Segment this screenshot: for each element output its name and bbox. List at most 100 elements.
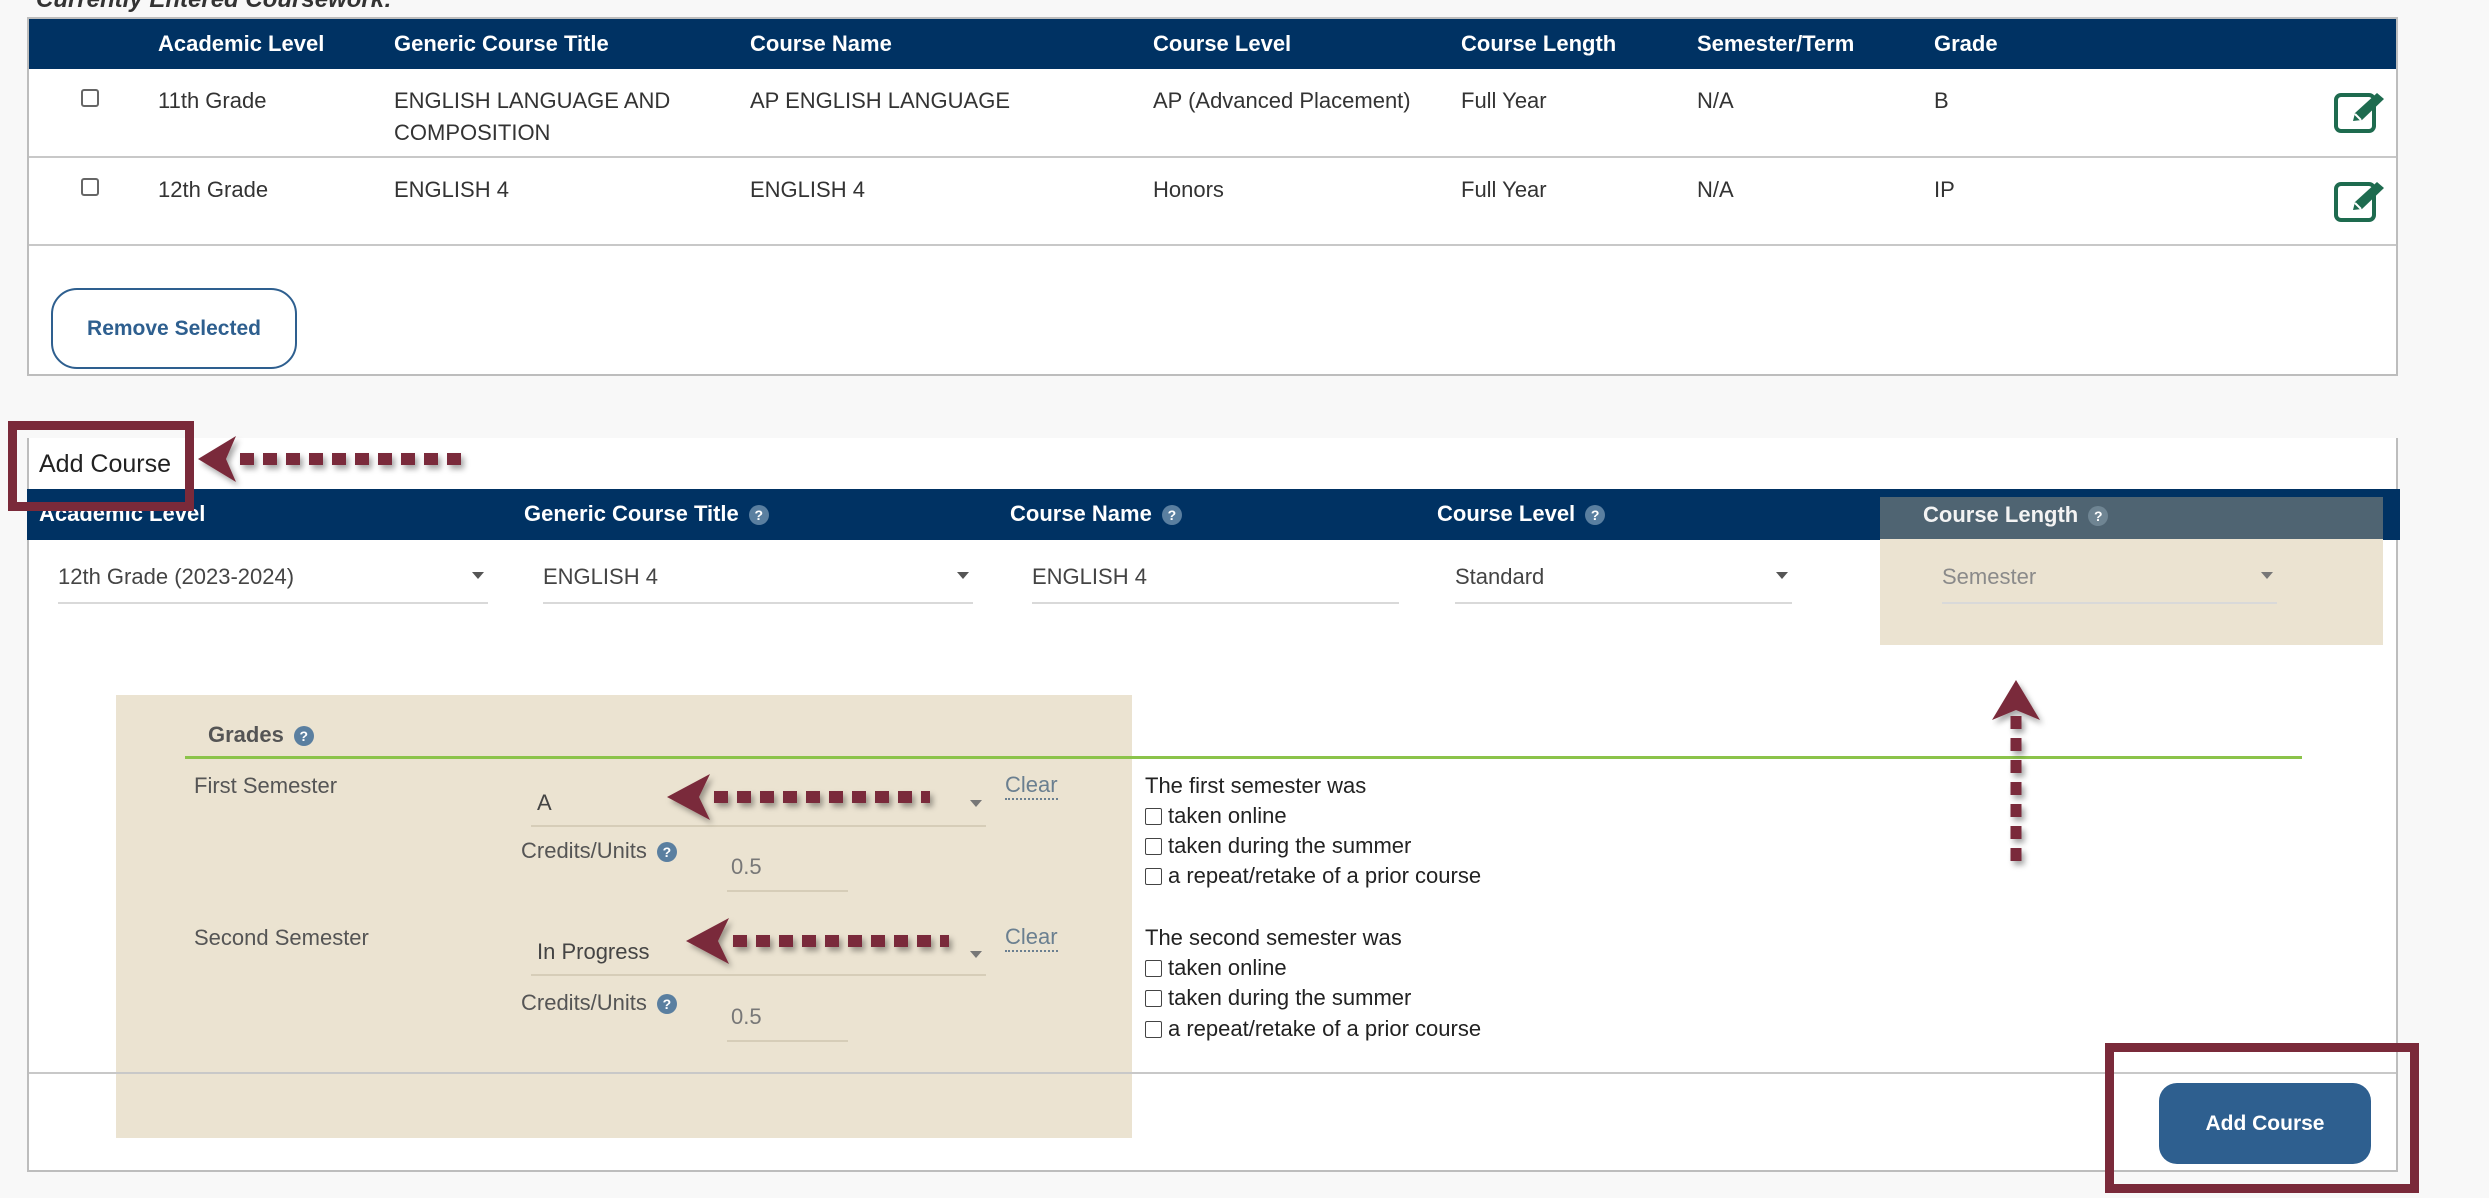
caret-down-icon — [1776, 572, 1788, 579]
caret-down-icon — [970, 951, 982, 958]
arrow-left-icon — [198, 436, 462, 482]
first-credits-value: 0.5 — [731, 854, 762, 879]
col-semester-term: Semester/Term — [1697, 31, 1855, 56]
checkbox[interactable] — [1145, 959, 1162, 977]
second-grade-value: In Progress — [537, 939, 650, 964]
help-icon[interactable]: ? — [2088, 506, 2109, 527]
row-checkbox[interactable] — [81, 178, 99, 196]
option-label: a repeat/retake of a prior course — [1168, 863, 1482, 888]
second-semester-grade-select[interactable]: In Progress — [531, 927, 986, 976]
grades-highlight — [116, 695, 1132, 1138]
table-row: 11th Grade ENGLISH LANGUAGE AND COMPOSIT… — [29, 69, 2396, 158]
cell-generic-title: ENGLISH LANGUAGE AND COMPOSITION — [394, 88, 671, 145]
edit-icon[interactable] — [2333, 178, 2389, 224]
second-semester-intro: The second semester was — [1145, 925, 1402, 950]
grades-title: Grades? — [208, 722, 314, 748]
generic-title-select[interactable]: ENGLISH 4 — [543, 556, 973, 604]
first-summer-checkbox[interactable]: taken during the summer — [1145, 833, 1411, 859]
second-credits-label: Credits/Units? — [521, 990, 677, 1016]
col-generic-title: Generic Course Title — [524, 501, 739, 526]
course-level-select[interactable]: Standard — [1455, 556, 1792, 604]
course-length-value: Semester — [1942, 564, 2037, 589]
annotation-box-button — [2105, 1043, 2419, 1193]
coursework-caption: Currently Entered Coursework: — [36, 0, 392, 14]
checkbox[interactable] — [1145, 1020, 1162, 1038]
grades-divider — [185, 756, 2302, 759]
checkbox[interactable] — [1145, 867, 1162, 885]
cell-grade: IP — [1934, 177, 1955, 202]
help-icon[interactable]: ? — [656, 842, 677, 863]
cell-academic-level: 12th Grade — [158, 177, 269, 202]
cell-course-name: ENGLISH 4 — [750, 177, 865, 202]
first-semester-label: First Semester — [194, 773, 338, 798]
first-credits-label: Credits/Units? — [521, 838, 677, 864]
second-summer-checkbox[interactable]: taken during the summer — [1145, 985, 1411, 1011]
option-label: taken during the summer — [1168, 833, 1412, 858]
course-name-value: ENGLISH 4 — [1032, 564, 1147, 589]
col-academic-level: Academic Level — [158, 31, 325, 56]
academic-level-select[interactable]: 12th Grade (2023-2024) — [58, 556, 488, 604]
col-course-name: Course Name — [1010, 501, 1152, 526]
table-row: 12th Grade ENGLISH 4 ENGLISH 4 Honors Fu… — [29, 158, 2396, 246]
help-icon[interactable]: ? — [656, 994, 677, 1015]
coursework-table: Academic Level Generic Course Title Cour… — [27, 17, 2398, 376]
add-course-button[interactable]: Add Course — [2159, 1083, 2371, 1164]
col-course-length: Course Length — [1461, 31, 1617, 56]
course-length-select[interactable]: Semester — [1942, 556, 2277, 604]
second-credits-input[interactable]: 0.5 — [727, 994, 848, 1042]
section-divider — [29, 1072, 2396, 1074]
grades-label: Grades — [208, 722, 284, 747]
second-online-checkbox[interactable]: taken online — [1145, 955, 1287, 981]
checkbox[interactable] — [1145, 807, 1162, 825]
checkbox[interactable] — [1145, 837, 1162, 855]
course-level-value: Standard — [1455, 564, 1545, 589]
first-online-checkbox[interactable]: taken online — [1145, 803, 1287, 829]
arrow-up-icon — [1992, 680, 2040, 870]
caret-down-icon — [970, 800, 982, 807]
checkbox[interactable] — [1145, 989, 1162, 1007]
col-grade: Grade — [1934, 31, 1998, 56]
second-credits-value: 0.5 — [731, 1004, 762, 1029]
remove-selected-button[interactable]: Remove Selected — [51, 288, 297, 369]
cell-term: N/A — [1697, 177, 1734, 202]
arrow-left-icon — [667, 774, 930, 820]
second-clear-link[interactable]: Clear — [1005, 924, 1058, 952]
second-repeat-checkbox[interactable]: a repeat/retake of a prior course — [1145, 1016, 1481, 1042]
credits-text: Credits/Units — [521, 838, 647, 863]
help-icon[interactable]: ? — [748, 505, 769, 526]
first-repeat-checkbox[interactable]: a repeat/retake of a prior course — [1145, 863, 1481, 889]
cell-academic-level: 11th Grade — [158, 88, 267, 113]
cell-course-length: Full Year — [1461, 88, 1547, 113]
academic-level-value: 12th Grade (2023-2024) — [58, 564, 295, 589]
cell-term: N/A — [1697, 88, 1734, 113]
col-course-level: Course Level — [1153, 31, 1292, 56]
option-label: taken during the summer — [1168, 985, 1412, 1010]
add-course-title: Add Course — [39, 450, 172, 478]
credits-text: Credits/Units — [521, 990, 647, 1015]
col-generic-title: Generic Course Title — [394, 31, 609, 56]
row-checkbox[interactable] — [81, 89, 99, 107]
second-semester-label: Second Semester — [194, 925, 369, 950]
help-icon[interactable]: ? — [293, 726, 314, 747]
add-course-section: Add Course Academic Level Generic Course… — [27, 438, 2400, 1172]
arrow-left-icon — [686, 918, 949, 964]
generic-title-value: ENGLISH 4 — [543, 564, 658, 589]
cell-course-name: AP ENGLISH LANGUAGE — [750, 88, 1011, 113]
course-name-input[interactable]: ENGLISH 4 — [1032, 556, 1399, 604]
first-clear-link[interactable]: Clear — [1005, 772, 1058, 800]
edit-icon[interactable] — [2333, 89, 2389, 135]
col-course-name: Course Name — [750, 31, 892, 56]
col-course-length: Course Length — [1923, 502, 2079, 527]
first-credits-input[interactable]: 0.5 — [727, 844, 848, 892]
first-semester-intro: The first semester was — [1145, 773, 1367, 798]
annotation-box-title — [8, 421, 194, 511]
caret-down-icon — [472, 572, 484, 579]
help-icon[interactable]: ? — [1585, 505, 1606, 526]
option-label: a repeat/retake of a prior course — [1168, 1016, 1482, 1041]
first-semester-grade-select[interactable]: A — [531, 778, 986, 827]
help-icon[interactable]: ? — [1161, 505, 1182, 526]
col-course-length-header: Course Length? — [1880, 497, 2383, 539]
cell-course-length: Full Year — [1461, 177, 1547, 202]
cell-course-level: Honors — [1153, 177, 1224, 202]
